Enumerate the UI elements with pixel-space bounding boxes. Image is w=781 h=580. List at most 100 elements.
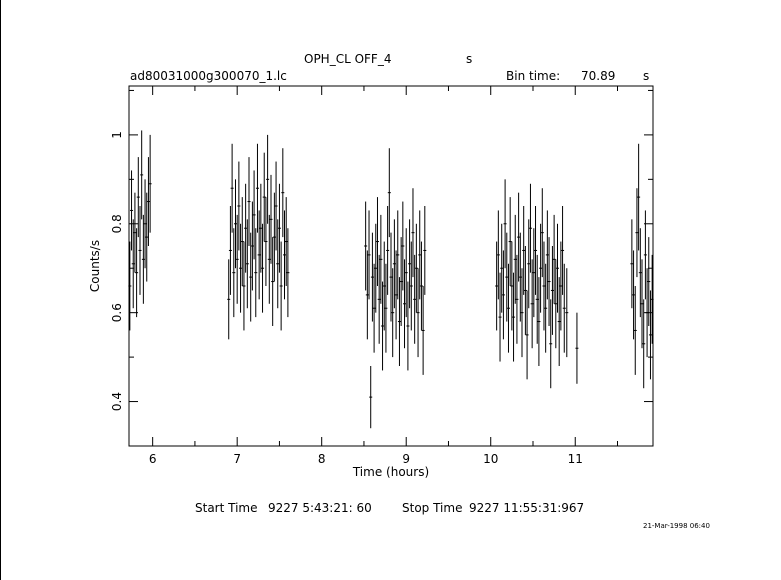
data-point [632, 250, 636, 340]
y-axis-label: Counts/s [88, 240, 102, 292]
data-point [559, 241, 563, 331]
data-point [281, 148, 285, 238]
data-point [537, 277, 541, 366]
data-point [554, 259, 558, 349]
data-point [421, 286, 425, 375]
data-point [562, 263, 566, 353]
start-time-label: Start Time [195, 501, 258, 515]
data-point [141, 214, 145, 304]
data-point [528, 183, 532, 273]
data-point [283, 210, 287, 300]
data-point [284, 197, 288, 286]
data-point [257, 210, 261, 300]
data-point [508, 197, 512, 286]
bin-time-value: 70.89 [581, 69, 616, 83]
x-tick-label: 7 [233, 452, 241, 466]
data-point [266, 134, 270, 224]
y-tick-label: 0.8 [110, 214, 124, 233]
data-point [267, 214, 271, 304]
data-point [237, 161, 241, 251]
data-point [648, 290, 652, 380]
data-point [557, 277, 561, 366]
data-point [146, 157, 150, 246]
data-point [277, 183, 281, 273]
data-point [379, 214, 383, 304]
data-point [403, 259, 407, 349]
data-point [539, 223, 543, 313]
data-point [135, 228, 139, 318]
start-time-value: 9227 5:43:21: 60 [268, 501, 372, 515]
data-point [389, 232, 393, 322]
x-tick-label: 11 [568, 452, 583, 466]
data-point [638, 228, 642, 318]
data-point [535, 254, 539, 344]
data-point [542, 241, 546, 331]
data-point [286, 228, 290, 318]
plot-timestamp: 21-Mar-1998 06:40 [643, 522, 710, 530]
data-point [233, 179, 237, 269]
data-point [250, 201, 254, 291]
x-tick-label: 10 [483, 452, 498, 466]
chart-title: OPH_CL OFF_4 [304, 52, 392, 66]
x-tick-label: 6 [149, 452, 157, 466]
data-point [262, 152, 266, 242]
data-point [249, 232, 253, 322]
data-point [525, 290, 529, 380]
data-point [384, 263, 388, 353]
data-point [145, 192, 149, 282]
data-point [138, 206, 142, 295]
y-tick-label: 0.6 [110, 303, 124, 322]
data-point [276, 219, 280, 309]
data-point [527, 219, 531, 309]
data-point [369, 366, 373, 429]
data-point [518, 232, 522, 322]
data-point [418, 210, 422, 300]
data-point [274, 161, 278, 251]
data-point [261, 223, 265, 313]
data-point [404, 228, 408, 318]
data-point [565, 268, 569, 358]
data-point [264, 197, 268, 286]
data-point [637, 143, 641, 251]
data-point [232, 228, 236, 318]
data-point [131, 219, 135, 309]
data-point [399, 237, 403, 326]
data-point [377, 254, 381, 344]
data-point [367, 210, 371, 300]
data-point [635, 188, 639, 278]
data-point [136, 157, 140, 238]
data-point [411, 188, 415, 278]
data-point [143, 179, 147, 269]
data-point [414, 223, 418, 313]
left-border [0, 0, 1, 580]
chart-title-unit: s [466, 52, 473, 66]
data-point [545, 210, 549, 300]
data-point [242, 241, 246, 331]
data-point [643, 210, 647, 300]
data-point [532, 228, 536, 318]
data-points [128, 130, 654, 429]
data-point [364, 201, 368, 291]
x-axis-label: Time (hours) [352, 465, 429, 479]
data-point [235, 214, 239, 304]
data-point [254, 228, 258, 318]
file-name: ad80031000g300070_1.lc [130, 69, 287, 83]
y-tick-label: 0.4 [110, 392, 124, 411]
data-point [397, 277, 401, 366]
data-point [230, 143, 234, 233]
data-point [239, 223, 243, 313]
data-point [279, 241, 283, 331]
data-point [544, 263, 548, 353]
data-point [501, 250, 505, 340]
data-point [530, 259, 534, 349]
data-point [228, 206, 232, 295]
y-tick-labels: 0.4 0.6 0.8 1 [110, 131, 124, 411]
data-point [396, 210, 400, 300]
data-point [550, 246, 554, 335]
data-point [498, 272, 502, 362]
data-point [423, 206, 427, 295]
x-tick-label: 9 [402, 452, 410, 466]
data-point [505, 232, 509, 322]
data-point [575, 312, 579, 384]
data-point [496, 210, 500, 300]
